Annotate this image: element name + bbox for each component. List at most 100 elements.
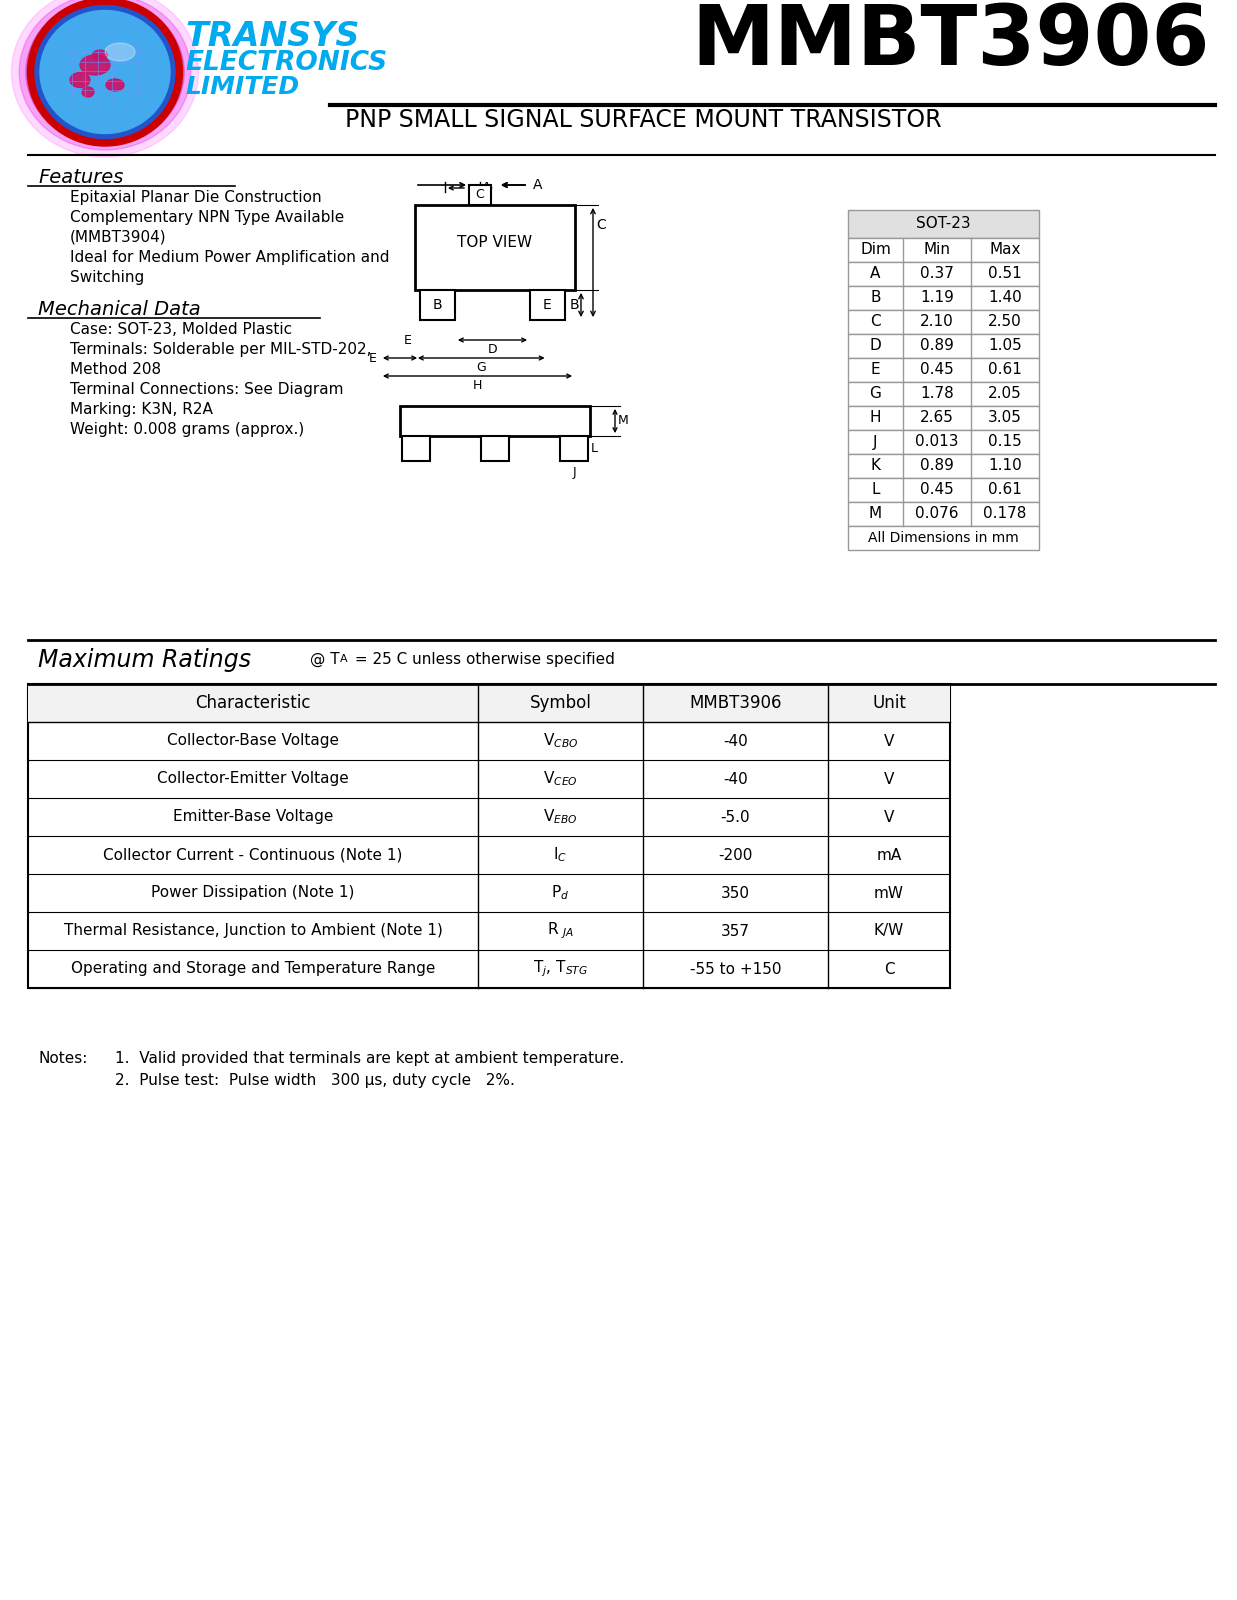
- Text: 2.50: 2.50: [988, 315, 1022, 330]
- Text: V: V: [883, 771, 894, 787]
- Text: D: D: [870, 339, 882, 354]
- Text: 0.15: 0.15: [988, 435, 1022, 450]
- Text: Power Dissipation (Note 1): Power Dissipation (Note 1): [151, 885, 355, 901]
- Text: -5.0: -5.0: [721, 810, 751, 824]
- Text: E: E: [369, 352, 377, 365]
- Text: 1.78: 1.78: [920, 387, 954, 402]
- Ellipse shape: [105, 43, 135, 61]
- Text: E: E: [543, 298, 552, 312]
- Text: 357: 357: [721, 923, 750, 939]
- Text: mW: mW: [875, 885, 904, 901]
- Text: Mechanical Data: Mechanical Data: [38, 301, 200, 318]
- Bar: [849, 286, 1039, 310]
- Text: Operating and Storage and Temperature Range: Operating and Storage and Temperature Ra…: [71, 962, 435, 976]
- Text: G: G: [870, 387, 882, 402]
- Bar: [849, 310, 1039, 334]
- Bar: [849, 454, 1039, 478]
- Ellipse shape: [26, 0, 184, 144]
- Text: B: B: [871, 291, 881, 306]
- Ellipse shape: [20, 0, 190, 150]
- Text: 3.05: 3.05: [988, 411, 1022, 426]
- Text: 2.  Pulse test:  Pulse width   300 μs, duty cycle   2%.: 2. Pulse test: Pulse width 300 μs, duty …: [115, 1074, 515, 1088]
- Text: 1.  Valid provided that terminals are kept at ambient temperature.: 1. Valid provided that terminals are kep…: [115, 1051, 625, 1066]
- Text: Symbol: Symbol: [529, 694, 591, 712]
- Text: Complementary NPN Type Available: Complementary NPN Type Available: [71, 210, 344, 226]
- Text: TOP VIEW: TOP VIEW: [458, 235, 533, 250]
- Bar: [402, 435, 430, 461]
- Text: Notes:: Notes:: [38, 1051, 88, 1066]
- Ellipse shape: [35, 5, 174, 139]
- Text: T$_{j}$, T$_{STG}$: T$_{j}$, T$_{STG}$: [533, 958, 588, 979]
- Text: Switching: Switching: [71, 270, 145, 285]
- Bar: [849, 358, 1039, 382]
- Bar: [849, 430, 1039, 454]
- Text: (MMBT3904): (MMBT3904): [71, 230, 167, 245]
- Ellipse shape: [71, 72, 90, 88]
- Text: SOT-23: SOT-23: [917, 216, 971, 232]
- Text: Collector-Emitter Voltage: Collector-Emitter Voltage: [157, 771, 349, 787]
- Text: Unit: Unit: [872, 694, 905, 712]
- Bar: [28, 685, 950, 987]
- Bar: [28, 685, 950, 722]
- Text: MMBT3906: MMBT3906: [689, 694, 782, 712]
- Text: Terminals: Solderable per MIL-STD-202,: Terminals: Solderable per MIL-STD-202,: [71, 342, 371, 357]
- Text: Min: Min: [924, 243, 950, 258]
- Text: Terminal Connections: See Diagram: Terminal Connections: See Diagram: [71, 382, 344, 397]
- Bar: [849, 406, 1039, 430]
- Text: K: K: [496, 442, 505, 454]
- Bar: [560, 435, 588, 461]
- Bar: [421, 290, 455, 320]
- Text: K: K: [871, 459, 881, 474]
- Text: PNP SMALL SIGNAL SURFACE MOUNT TRANSISTOR: PNP SMALL SIGNAL SURFACE MOUNT TRANSISTO…: [345, 109, 941, 133]
- Text: Epitaxial Planar Die Construction: Epitaxial Planar Die Construction: [71, 190, 322, 205]
- Text: Emitter-Base Voltage: Emitter-Base Voltage: [173, 810, 333, 824]
- Text: C: C: [883, 962, 894, 976]
- Text: V$_{CBO}$: V$_{CBO}$: [543, 731, 578, 750]
- Text: G: G: [476, 362, 486, 374]
- Text: MMBT3906: MMBT3906: [691, 2, 1210, 83]
- Text: Case: SOT-23, Molded Plastic: Case: SOT-23, Molded Plastic: [71, 322, 292, 338]
- Text: 0.37: 0.37: [920, 267, 954, 282]
- Text: B: B: [569, 298, 579, 312]
- Bar: [849, 526, 1039, 550]
- Text: Dim: Dim: [860, 243, 891, 258]
- Text: L: L: [591, 442, 597, 454]
- Text: -200: -200: [719, 848, 752, 862]
- Text: Max: Max: [990, 243, 1021, 258]
- Text: Collector-Base Voltage: Collector-Base Voltage: [167, 733, 339, 749]
- Ellipse shape: [106, 78, 124, 91]
- Bar: [849, 210, 1039, 238]
- Text: A: A: [533, 178, 543, 192]
- Text: 2.10: 2.10: [920, 315, 954, 330]
- Text: Features: Features: [38, 168, 124, 187]
- Ellipse shape: [27, 0, 183, 146]
- Bar: [849, 238, 1039, 262]
- Text: E: E: [871, 363, 881, 378]
- Text: C: C: [475, 189, 485, 202]
- Text: R $_{JA}$: R $_{JA}$: [547, 920, 574, 941]
- Ellipse shape: [93, 50, 108, 59]
- Bar: [529, 290, 565, 320]
- Text: K/W: K/W: [873, 923, 904, 939]
- Text: 350: 350: [721, 885, 750, 901]
- Text: M: M: [868, 507, 882, 522]
- Ellipse shape: [40, 11, 169, 133]
- Text: C: C: [870, 315, 881, 330]
- Text: Characteristic: Characteristic: [195, 694, 310, 712]
- Text: P$_{d}$: P$_{d}$: [552, 883, 569, 902]
- Text: H: H: [473, 379, 482, 392]
- Text: All Dimensions in mm: All Dimensions in mm: [868, 531, 1019, 546]
- Text: Method 208: Method 208: [71, 362, 161, 378]
- Text: A: A: [340, 654, 348, 664]
- Text: Collector Current - Continuous (Note 1): Collector Current - Continuous (Note 1): [104, 848, 403, 862]
- Text: = 25 C unless otherwise specified: = 25 C unless otherwise specified: [350, 653, 615, 667]
- Text: 1.10: 1.10: [988, 459, 1022, 474]
- Text: Maximum Ratings: Maximum Ratings: [38, 648, 251, 672]
- Text: 1.05: 1.05: [988, 339, 1022, 354]
- Text: A: A: [482, 181, 491, 195]
- Text: D: D: [487, 342, 497, 357]
- Text: E: E: [404, 333, 412, 347]
- Bar: [849, 478, 1039, 502]
- Text: 2.65: 2.65: [920, 411, 954, 426]
- Text: B: B: [433, 298, 443, 312]
